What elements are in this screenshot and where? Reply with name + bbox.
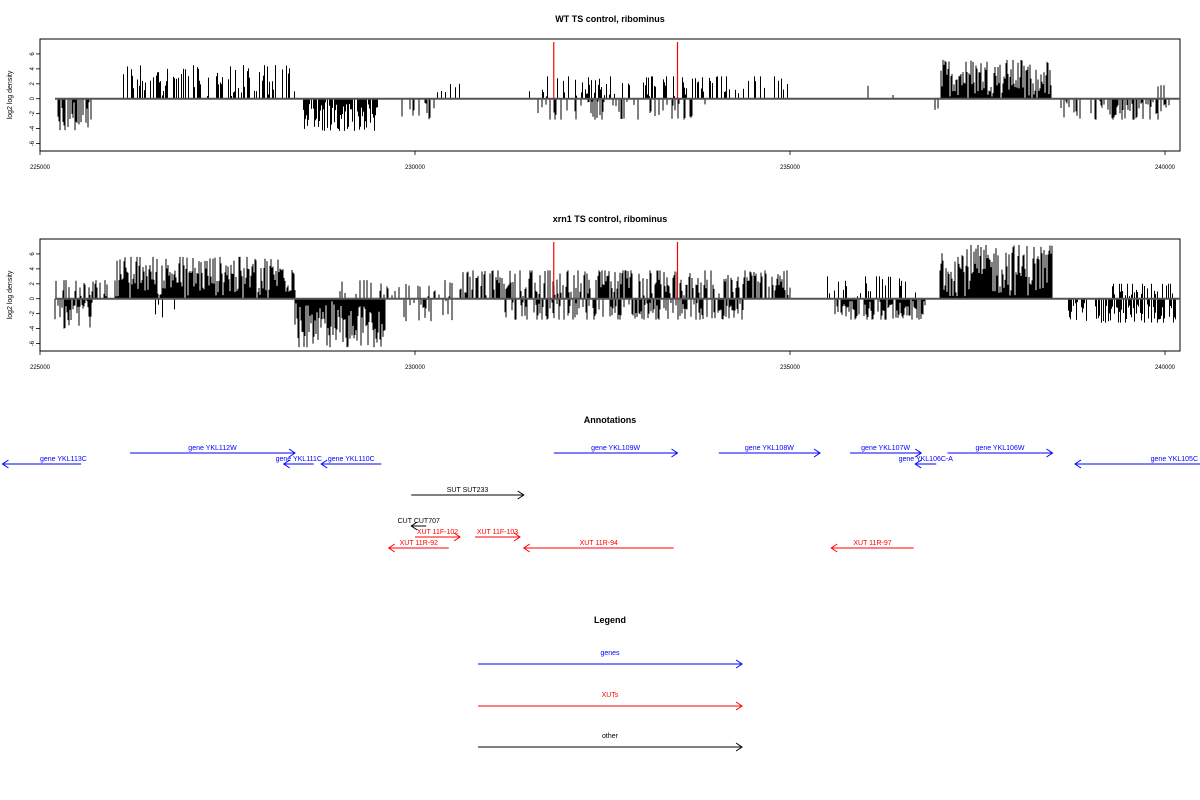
annotation-arrow: gene YKL109W xyxy=(553,445,679,458)
x-tick-label: 240000 xyxy=(1155,165,1176,171)
annotations-title: Annotations xyxy=(584,415,637,425)
annotation-label: gene YKL113C xyxy=(40,456,87,463)
arrow-head-icon xyxy=(1046,448,1054,458)
x-tick-label: 230000 xyxy=(405,365,426,371)
annotation-label: gene YKL105C xyxy=(1151,456,1198,463)
x-tick-label: 225000 xyxy=(30,165,51,171)
arrow-head-icon xyxy=(813,448,821,458)
arrow-head-icon xyxy=(1074,459,1082,469)
annotation-label: gene YKL111C xyxy=(276,456,322,463)
x-tick-label: 235000 xyxy=(780,165,801,171)
y-tick-label: 6 xyxy=(30,252,36,256)
legend: Legend genes XUTs other xyxy=(478,615,743,752)
annotation-arrow: CUT CUT707 xyxy=(398,518,440,531)
y-tick-label: 4 xyxy=(30,267,36,271)
annotation-arrow: gene YKL106W xyxy=(947,445,1054,458)
annotation-label: gene YKL106C-A xyxy=(899,456,954,463)
legend-item: XUTs xyxy=(478,692,743,711)
legend-label: other xyxy=(602,733,619,740)
x-tick-label: 240000 xyxy=(1155,365,1176,371)
annotation-arrow: XUT 11F-102 xyxy=(415,529,461,542)
annotation-arrow: gene YKL106C-A xyxy=(899,456,954,469)
annotations-track: Annotations gene YKL113C gene YKL112W gene… xyxy=(1,415,1200,553)
arrow-head-icon xyxy=(830,543,838,553)
arrow-head-icon xyxy=(517,490,525,500)
legend-label: genes xyxy=(600,650,620,657)
y-tick-label: 0 xyxy=(30,296,36,300)
annotation-arrow: XUT 11F-103 xyxy=(475,529,521,542)
annotation-label: XUT 11R-97 xyxy=(853,540,891,547)
arrow-head-icon xyxy=(387,543,396,553)
y-tick-label: -2 xyxy=(30,310,36,316)
arrow-head-icon xyxy=(735,701,743,711)
panel-title: WT TS control, ribominus xyxy=(555,14,665,24)
y-tick-label: 6 xyxy=(30,52,36,56)
annotation-arrow: gene YKL108W xyxy=(718,445,821,458)
annotation-arrow: gene YKL113C xyxy=(1,456,87,469)
annotation-label: gene YKL110C xyxy=(328,456,375,463)
annotation-arrow: gene YKL111C xyxy=(276,456,322,469)
plot-frame xyxy=(39,38,1181,152)
annotation-label: gene YKL109W xyxy=(591,445,640,452)
arrow-head-icon xyxy=(914,459,922,469)
y-tick-label: 0 xyxy=(30,96,36,100)
y-axis-label: log2 log density xyxy=(7,70,14,119)
y-tick-label: 4 xyxy=(30,67,36,71)
x-tick-label: 235000 xyxy=(780,365,801,371)
y-axis-label: log2 log density xyxy=(7,270,14,319)
arrow-head-icon xyxy=(513,532,521,542)
annotation-arrow: gene YKL112W xyxy=(130,445,296,458)
x-tick-label: 230000 xyxy=(405,165,426,171)
annotation-label: XUT 11R-94 xyxy=(580,540,618,547)
y-tick-label: -4 xyxy=(30,325,36,331)
legend-title: Legend xyxy=(594,615,626,625)
x-tick-label: 225000 xyxy=(30,365,51,371)
annotation-label: SUT SUT233 xyxy=(447,487,489,494)
y-tick-label: 2 xyxy=(30,81,36,85)
panel-title: xrn1 TS control, ribominus xyxy=(553,214,668,224)
annotation-label: gene YKL112W xyxy=(188,445,237,452)
arrow-head-icon xyxy=(282,459,291,469)
annotation-label: gene YKL106W xyxy=(976,445,1025,452)
wt-coverage-panel: WT TS control, ribominus log2 log density… xyxy=(7,14,1181,171)
annotation-arrow: gene YKL110C xyxy=(320,456,382,469)
arrow-head-icon xyxy=(735,742,743,752)
arrow-head-icon xyxy=(671,448,679,458)
annotation-label: XUT 11R-92 xyxy=(400,540,438,547)
arrow-head-icon xyxy=(410,521,418,531)
y-tick-label: -2 xyxy=(30,110,36,116)
y-tick-label: -6 xyxy=(30,340,36,346)
plot-frame xyxy=(39,238,1181,352)
arrow-head-icon xyxy=(735,659,743,669)
annotation-arrow: gene YKL105C xyxy=(1074,456,1200,469)
arrow-head-icon xyxy=(288,448,296,458)
arrow-head-icon xyxy=(453,532,461,542)
arrow-head-icon xyxy=(320,459,328,469)
annotation-arrow: SUT SUT233 xyxy=(411,487,525,500)
annotation-label: gene YKL108W xyxy=(745,445,794,452)
arrow-head-icon xyxy=(1,459,9,469)
arrow-head-icon xyxy=(522,543,531,553)
annotation-arrow: XUT 11R-94 xyxy=(522,540,674,553)
annotation-label: XUT 11F-102 xyxy=(417,529,458,536)
legend-item: other xyxy=(478,733,743,752)
y-tick-label: -4 xyxy=(30,125,36,131)
legend-item: genes xyxy=(478,650,743,669)
annotation-label: gene YKL107W xyxy=(861,445,910,452)
legend-label: XUTs xyxy=(602,692,619,699)
annotation-label: XUT 11F-103 xyxy=(477,529,518,536)
y-tick-label: -6 xyxy=(30,140,36,146)
annotation-label: CUT CUT707 xyxy=(398,518,440,525)
y-tick-label: 2 xyxy=(30,281,36,285)
xrn1-coverage-panel: xrn1 TS control, ribominus log2 log densi… xyxy=(7,214,1181,371)
annotation-arrow: gene YKL107W xyxy=(850,445,923,458)
coverage-bars xyxy=(57,59,1170,131)
arrow-head-icon xyxy=(914,448,923,458)
coverage-bars xyxy=(54,244,1176,348)
annotation-arrow: XUT 11R-92 xyxy=(387,540,449,553)
annotation-arrow: XUT 11R-97 xyxy=(830,540,914,553)
